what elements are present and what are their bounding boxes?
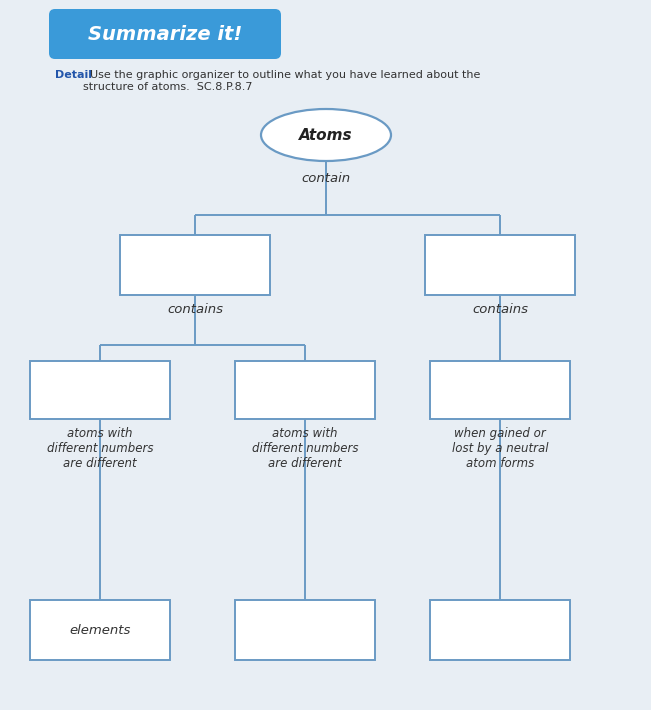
FancyBboxPatch shape (30, 600, 170, 660)
FancyBboxPatch shape (235, 600, 375, 660)
Text: Summarize it!: Summarize it! (88, 25, 242, 43)
FancyBboxPatch shape (425, 235, 575, 295)
Text: contains: contains (167, 303, 223, 316)
Ellipse shape (261, 109, 391, 161)
FancyBboxPatch shape (49, 9, 281, 59)
FancyBboxPatch shape (30, 361, 170, 419)
Text: Atoms: Atoms (299, 128, 353, 143)
Text: atoms with
different numbers
are different: atoms with different numbers are differe… (252, 427, 358, 470)
FancyBboxPatch shape (430, 600, 570, 660)
FancyBboxPatch shape (430, 361, 570, 419)
Text: contains: contains (472, 303, 528, 316)
Text: atoms with
different numbers
are different: atoms with different numbers are differe… (47, 427, 153, 470)
FancyBboxPatch shape (235, 361, 375, 419)
Text: when gained or
lost by a neutral
atom forms: when gained or lost by a neutral atom fo… (452, 427, 548, 470)
Text: contain: contain (301, 172, 350, 185)
Text: Use the graphic organizer to outline what you have learned about the
structure o: Use the graphic organizer to outline wha… (83, 70, 480, 92)
Text: elements: elements (69, 623, 131, 636)
Text: Detail: Detail (55, 70, 92, 80)
FancyBboxPatch shape (120, 235, 270, 295)
